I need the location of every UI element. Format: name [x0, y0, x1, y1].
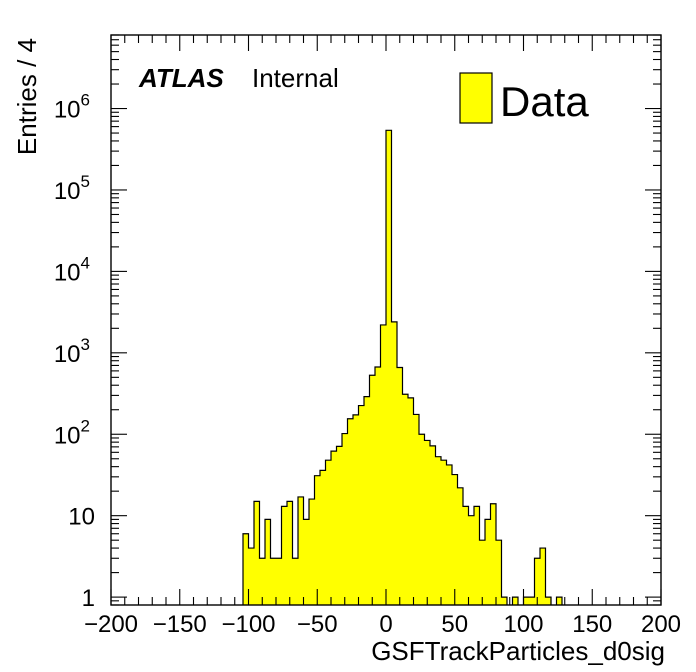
- histogram-bin: [320, 470, 326, 605]
- x-tick-label: 200: [641, 611, 681, 638]
- axis-ticks: [110, 34, 662, 606]
- histogram-bin: [545, 597, 551, 605]
- histogram-bin: [270, 558, 276, 605]
- histogram-outline: [242, 129, 563, 605]
- histogram-bin: [254, 501, 260, 605]
- legend-swatch-data: [459, 72, 493, 124]
- histogram-bin: [512, 597, 518, 605]
- x-tick-label: 50: [441, 611, 468, 638]
- histogram-bin: [287, 501, 293, 605]
- histogram-bin: [375, 366, 381, 605]
- histogram-bin: [496, 540, 502, 605]
- histogram-bin: [408, 397, 414, 605]
- histogram-bin: [479, 540, 485, 605]
- histogram-bin: [556, 597, 562, 605]
- histogram-bin: [452, 474, 458, 605]
- x-tick-label: 150: [572, 611, 612, 638]
- histogram-bin: [446, 464, 452, 605]
- histogram-bin: [430, 445, 436, 605]
- histogram-bin: [243, 533, 249, 605]
- histogram-bin: [534, 558, 540, 605]
- histogram-bin: [540, 548, 546, 605]
- histogram-bin: [501, 597, 507, 605]
- histogram-bin: [457, 487, 463, 605]
- x-tick-label: −50: [297, 611, 338, 638]
- histogram-bin: [391, 321, 397, 605]
- histogram-bin: [463, 506, 469, 605]
- x-tick-label: −100: [221, 611, 275, 638]
- histogram-bin: [369, 375, 375, 605]
- histogram-bin: [402, 394, 408, 605]
- histogram-bin: [413, 414, 419, 605]
- histogram-bin: [276, 558, 282, 605]
- y-tick-label: 102: [54, 416, 90, 449]
- histogram-bin: [380, 324, 386, 605]
- histogram-bin: [292, 558, 298, 605]
- y-tick-label: 10: [68, 504, 95, 531]
- internal-label: Internal: [252, 63, 339, 93]
- histogram-bin: [490, 503, 496, 605]
- histogram-bin: [397, 367, 403, 605]
- x-axis-title: GSFTrackParticles_d0sig: [371, 636, 665, 666]
- x-tick-label: 100: [503, 611, 543, 638]
- x-tick-label: −200: [84, 611, 138, 638]
- y-tick-label: 105: [54, 172, 90, 205]
- histogram-bin: [529, 597, 535, 605]
- histogram-bin: [364, 396, 370, 605]
- histogram-bin: [358, 405, 364, 605]
- histogram-bin: [281, 506, 287, 605]
- y-tick-label: 104: [54, 253, 90, 286]
- y-tick-label: 106: [54, 91, 90, 124]
- x-tick-label: 0: [379, 611, 392, 638]
- histogram-bin: [303, 519, 309, 605]
- histogram-bin: [259, 558, 265, 605]
- histogram-bin: [342, 433, 348, 605]
- histogram-bin: [485, 519, 491, 605]
- histogram-bin: [353, 414, 359, 605]
- tick-labels: −200 −150 −100 −50 0 50 100 150 200 1 10 102 103 104 1…: [54, 91, 681, 638]
- histogram-bin: [309, 499, 315, 605]
- histogram-bin: [419, 434, 425, 605]
- histogram-bin: [248, 548, 254, 605]
- legend-label-data: Data: [500, 78, 589, 125]
- histogram-bin: [468, 515, 474, 605]
- histogram-bin: [325, 460, 331, 605]
- y-tick-label: 1: [82, 585, 95, 612]
- histogram-bin: [386, 130, 392, 605]
- histogram-bin: [331, 451, 337, 605]
- y-tick-label: 103: [54, 335, 90, 368]
- histogram-bars: [242, 129, 563, 605]
- histogram-bin: [298, 496, 304, 605]
- histogram-bin: [265, 519, 271, 605]
- histogram-bin: [441, 460, 447, 605]
- histogram-bin: [336, 446, 342, 605]
- histogram-bin: [435, 456, 441, 605]
- atlas-label: ATLAS: [138, 63, 224, 93]
- y-axis-title: Entries / 4: [12, 38, 42, 155]
- histogram-bin: [474, 506, 480, 605]
- histogram-bin: [424, 440, 430, 605]
- histogram-bin: [314, 475, 320, 605]
- x-tick-label: −150: [153, 611, 207, 638]
- histogram-bin: [347, 418, 353, 605]
- histogram-bin: [523, 597, 529, 605]
